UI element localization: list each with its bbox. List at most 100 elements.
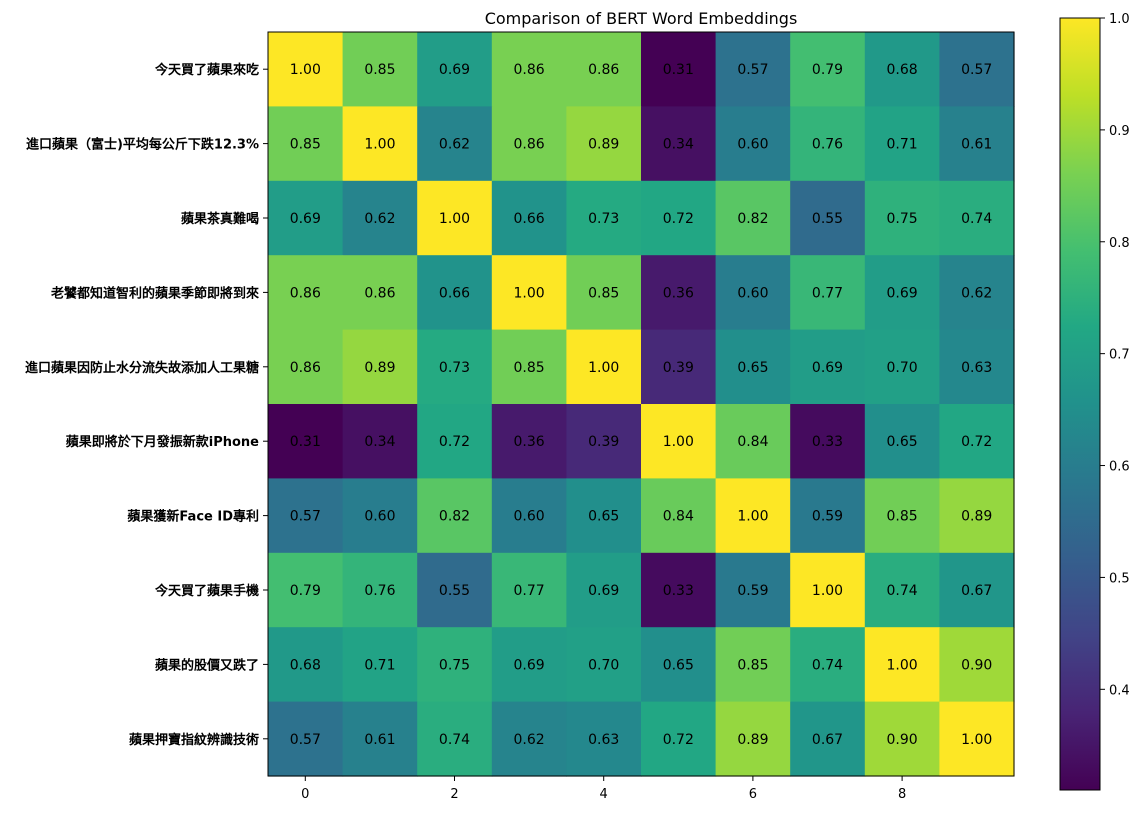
heatmap-cell xyxy=(790,180,866,256)
cell-value-label: 0.31 xyxy=(663,62,694,78)
cell-value-label: 0.66 xyxy=(439,285,470,301)
cell-value-label: 0.89 xyxy=(737,732,768,748)
heatmap-cell xyxy=(864,180,940,256)
heatmap-cell xyxy=(417,627,493,703)
heatmap-cell xyxy=(342,106,418,182)
cell-value-label: 0.60 xyxy=(737,285,768,301)
x-tick-label: 8 xyxy=(898,787,906,802)
x-tick-label: 4 xyxy=(600,787,608,802)
heatmap-cell xyxy=(417,32,493,107)
heatmap-cell xyxy=(715,180,791,256)
x-tick-label: 6 xyxy=(749,787,757,802)
x-tick-label: 2 xyxy=(450,787,458,802)
heatmap-cell xyxy=(491,32,567,107)
cell-value-label: 0.65 xyxy=(737,360,768,376)
cell-value-label: 0.69 xyxy=(514,657,545,673)
heatmap-cell xyxy=(939,32,1015,107)
cell-value-label: 0.85 xyxy=(737,657,768,673)
cell-value-label: 0.84 xyxy=(663,509,694,525)
cell-value-label: 0.68 xyxy=(887,62,918,78)
heatmap-cell xyxy=(790,404,866,479)
cell-value-label: 0.75 xyxy=(887,211,918,227)
heatmap-cell xyxy=(342,552,418,628)
heatmap-cell xyxy=(491,329,567,405)
heatmap-cell xyxy=(939,701,1015,777)
cell-value-label: 0.79 xyxy=(812,62,843,78)
heatmap-cell xyxy=(790,106,866,182)
heatmap-cell xyxy=(342,627,418,703)
cell-value-label: 0.62 xyxy=(961,285,992,301)
heatmap-cell xyxy=(864,255,940,331)
cell-value-label: 0.57 xyxy=(737,62,768,78)
cell-value-label: 0.62 xyxy=(514,732,545,748)
cell-value-label: 0.72 xyxy=(663,732,694,748)
heatmap-cell xyxy=(491,404,567,479)
heatmap-cell xyxy=(790,32,866,107)
heatmap-cell xyxy=(491,180,567,256)
heatmap-cell xyxy=(342,404,418,479)
cell-value-label: 0.34 xyxy=(663,137,694,153)
heatmap-cell xyxy=(566,627,642,703)
colorbar-tick-label: 0.4 xyxy=(1109,683,1130,698)
x-tick-label: 0 xyxy=(301,787,309,802)
heatmap-cell xyxy=(641,180,717,256)
cell-value-label: 0.86 xyxy=(588,62,619,78)
colorbar-tick-label: 1.0 xyxy=(1109,12,1130,27)
heatmap-cell xyxy=(417,404,493,479)
heatmap-cell xyxy=(268,180,344,256)
heatmap-cell xyxy=(566,32,642,107)
heatmap-cell xyxy=(715,329,791,405)
cell-value-label: 0.33 xyxy=(663,583,694,599)
heatmap-cell xyxy=(268,701,344,777)
plot-frame xyxy=(267,31,1015,777)
cell-value-label: 0.86 xyxy=(364,285,395,301)
heatmap-cell xyxy=(417,180,493,256)
colorbar-tick-label: 0.7 xyxy=(1109,348,1130,363)
heatmap-cell xyxy=(715,106,791,182)
cell-value-label: 0.74 xyxy=(887,583,918,599)
heatmap-cell xyxy=(491,255,567,331)
cell-value-label: 1.00 xyxy=(663,434,694,450)
cell-value-label: 0.72 xyxy=(663,211,694,227)
heatmap-cell xyxy=(268,106,344,182)
cell-value-label: 0.72 xyxy=(439,434,470,450)
heatmap-cell xyxy=(641,404,717,479)
cell-value-label: 0.33 xyxy=(812,434,843,450)
cell-value-label: 1.00 xyxy=(737,509,768,525)
cell-value-label: 0.60 xyxy=(364,509,395,525)
heatmap-cell xyxy=(864,627,940,703)
heatmap-cell xyxy=(417,552,493,628)
y-tick-label: 蘋果即將於下月發振新款iPhone xyxy=(66,434,259,450)
heatmap-cell xyxy=(790,255,866,331)
cell-value-label: 0.89 xyxy=(961,509,992,525)
heatmap-cell xyxy=(864,478,940,554)
cell-value-label: 1.00 xyxy=(364,137,395,153)
heatmap-cell xyxy=(566,701,642,777)
heatmap-cell xyxy=(641,255,717,331)
heatmap-cell xyxy=(715,255,791,331)
heatmap-cell xyxy=(566,552,642,628)
cell-value-label: 0.55 xyxy=(439,583,470,599)
y-tick-label: 進口蘋果（富士)平均每公斤下跌12.3% xyxy=(26,137,259,153)
cell-value-label: 0.60 xyxy=(737,137,768,153)
cell-value-label: 0.74 xyxy=(961,211,992,227)
heatmap-cell xyxy=(342,329,418,405)
cell-value-label: 0.71 xyxy=(887,137,918,153)
heatmap-cell xyxy=(939,627,1015,703)
heatmap-cell xyxy=(268,255,344,331)
cell-value-label: 0.72 xyxy=(961,434,992,450)
heatmap-cell xyxy=(641,32,717,107)
y-tick-label: 蘋果茶真難喝 xyxy=(181,211,259,227)
heatmap-cell xyxy=(864,552,940,628)
cell-value-label: 0.60 xyxy=(514,509,545,525)
heatmap-cell xyxy=(566,478,642,554)
heatmap-cell xyxy=(939,404,1015,479)
cell-value-label: 0.69 xyxy=(588,583,619,599)
cell-value-label: 0.57 xyxy=(290,732,321,748)
heatmap-cell xyxy=(268,32,344,107)
cell-value-label: 0.39 xyxy=(588,434,619,450)
cell-value-label: 0.57 xyxy=(290,509,321,525)
heatmap-cell xyxy=(491,478,567,554)
heatmap-cell xyxy=(715,32,791,107)
